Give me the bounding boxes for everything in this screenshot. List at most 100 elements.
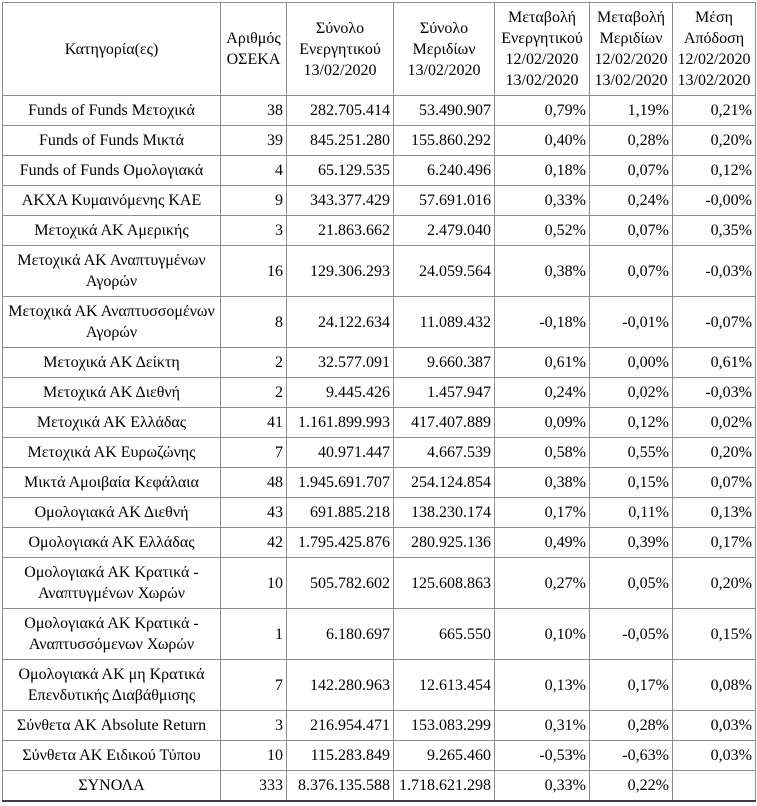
ucits-count-cell: 16	[220, 245, 287, 297]
total-assets-cell: 691.885.218	[286, 497, 394, 528]
shares-change-cell: -0,05%	[589, 608, 673, 660]
total-shares-cell: 53.490.907	[393, 95, 495, 126]
table-row: Μετοχικά ΑΚ Ελλάδας 41 1.161.899.993 417.40…	[2, 407, 756, 438]
category-cell: Ομολογιακά ΑΚ Ελλάδας	[2, 527, 221, 558]
category-cell: Ομολογιακά ΑΚ Κρατικά - Αναπτυγμένων Χωρ…	[2, 557, 221, 609]
total-assets-cell: 21.863.662	[286, 215, 394, 246]
ucits-count-cell: 10	[220, 557, 287, 609]
total-shares-cell: 153.083.299	[393, 710, 495, 741]
assets-change-cell: 0,40%	[494, 125, 590, 156]
category-cell: Μετοχικά ΑΚ Ελλάδας	[2, 407, 221, 438]
average-return-cell: 0,21%	[672, 95, 756, 126]
ucits-count-cell: 2	[220, 377, 287, 408]
table-row: Μικτά Αμοιβαία Κεφάλαια 48 1.945.691.707 25…	[2, 467, 756, 498]
average-return-cell: -0,03%	[672, 245, 756, 297]
shares-change-cell: 0,07%	[589, 215, 673, 246]
average-return-cell: 0,61%	[672, 347, 756, 378]
column-header-total-shares: Σύνολο Μεριδίων 13/02/2020	[393, 2, 495, 96]
assets-change-cell: 0,33%	[494, 770, 590, 802]
shares-change-cell: 0,15%	[589, 467, 673, 498]
total-assets-cell: 142.280.963	[286, 659, 394, 711]
total-shares-cell: 24.059.564	[393, 245, 495, 297]
shares-change-cell: 0,28%	[589, 125, 673, 156]
total-assets-cell: 8.376.135.588	[286, 770, 394, 802]
column-header-assets-change: Μεταβολή Ενεργητικού 12/02/2020 13/02/20…	[494, 2, 590, 96]
ucits-count-cell: 39	[220, 125, 287, 156]
totals-row: ΣΥΝΟΛΑ 333 8.376.135.588 1.718.621.298 0,33%…	[2, 770, 756, 802]
shares-change-cell: 1,19%	[589, 95, 673, 126]
average-return-cell: 0,35%	[672, 215, 756, 246]
total-assets-cell: 24.122.634	[286, 296, 394, 348]
table-row: Μετοχικά ΑΚ Αμερικής 3 21.863.662 2.479.040…	[2, 215, 756, 246]
total-assets-cell: 343.377.429	[286, 185, 394, 216]
assets-change-cell: 0,58%	[494, 437, 590, 468]
table-row: Ομολογιακά ΑΚ Διεθνή 43 691.885.218 138.230…	[2, 497, 756, 528]
table-row: ΑΚΧΑ Κυμαινόμενης ΚΑΕ 9 343.377.429 57.691.…	[2, 185, 756, 216]
shares-change-cell: 0,24%	[589, 185, 673, 216]
shares-change-cell: 0,00%	[589, 347, 673, 378]
ucits-count-cell: 10	[220, 740, 287, 771]
table-row: Μετοχικά ΑΚ Δείκτη 2 32.577.091 9.660.387 0,…	[2, 347, 756, 378]
total-assets-cell: 32.577.091	[286, 347, 394, 378]
table-body: Funds of Funds Μετοχικά 38 282.705.414 53.4…	[2, 95, 756, 802]
category-cell: Μικτά Αμοιβαία Κεφάλαια	[2, 467, 221, 498]
category-cell: Ομολογιακά ΑΚ Διεθνή	[2, 497, 221, 528]
assets-change-cell: 0,61%	[494, 347, 590, 378]
assets-change-cell: 0,49%	[494, 527, 590, 558]
shares-change-cell: -0,01%	[589, 296, 673, 348]
average-return-cell: -0,03%	[672, 377, 756, 408]
total-shares-cell: 4.667.539	[393, 437, 495, 468]
total-shares-cell: 254.124.854	[393, 467, 495, 498]
average-return-cell: 0,20%	[672, 437, 756, 468]
shares-change-cell: 0,02%	[589, 377, 673, 408]
ucits-count-cell: 7	[220, 659, 287, 711]
total-shares-cell: 9.265.460	[393, 740, 495, 771]
average-return-cell: -0,00%	[672, 185, 756, 216]
assets-change-cell: -0,18%	[494, 296, 590, 348]
ucits-count-cell: 7	[220, 437, 287, 468]
total-shares-cell: 11.089.432	[393, 296, 495, 348]
total-assets-cell: 65.129.535	[286, 155, 394, 186]
total-shares-cell: 125.608.863	[393, 557, 495, 609]
column-header-category: Κατηγορία(ες)	[2, 2, 221, 96]
category-cell: Μετοχικά ΑΚ Ευρωζώνης	[2, 437, 221, 468]
ucits-count-cell: 8	[220, 296, 287, 348]
shares-change-cell: 0,05%	[589, 557, 673, 609]
category-cell: Μετοχικά ΑΚ Αναπτυγμένων Αγορών	[2, 245, 221, 297]
average-return-cell: -0,07%	[672, 296, 756, 348]
category-cell: Μετοχικά ΑΚ Διεθνή	[2, 377, 221, 408]
average-return-cell: 0,15%	[672, 608, 756, 660]
average-return-cell: 0,03%	[672, 710, 756, 741]
total-shares-cell: 417.407.889	[393, 407, 495, 438]
category-cell: Ομολογιακά ΑΚ μη Κρατικά Επενδυτικής Δια…	[2, 659, 221, 711]
average-return-cell: 0,02%	[672, 407, 756, 438]
category-cell: Funds of Funds Μετοχικά	[2, 95, 221, 126]
category-cell: Funds of Funds Μικτά	[2, 125, 221, 156]
ucits-count-cell: 1	[220, 608, 287, 660]
assets-change-cell: 0,18%	[494, 155, 590, 186]
total-assets-cell: 216.954.471	[286, 710, 394, 741]
total-shares-cell: 138.230.174	[393, 497, 495, 528]
table-row: Μετοχικά ΑΚ Διεθνή 2 9.445.426 1.457.947 0,2…	[2, 377, 756, 408]
category-cell: Ομολογιακά ΑΚ Κρατικά - Αναπτυσσόμενων Χ…	[2, 608, 221, 660]
total-assets-cell: 9.445.426	[286, 377, 394, 408]
assets-change-cell: 0,38%	[494, 467, 590, 498]
total-assets-cell: 129.306.293	[286, 245, 394, 297]
average-return-cell: 0,20%	[672, 557, 756, 609]
total-assets-cell: 1.161.899.993	[286, 407, 394, 438]
shares-change-cell: 0,28%	[589, 710, 673, 741]
assets-change-cell: 0,09%	[494, 407, 590, 438]
ucits-count-cell: 42	[220, 527, 287, 558]
total-shares-cell: 280.925.136	[393, 527, 495, 558]
category-cell: Funds of Funds Ομολογιακά	[2, 155, 221, 186]
assets-change-cell: 0,24%	[494, 377, 590, 408]
table-row: Funds of Funds Μικτά 39 845.251.280 155.860…	[2, 125, 756, 156]
category-cell: Μετοχικά ΑΚ Αναπτυσσομένων Αγορών	[2, 296, 221, 348]
table-header-row: Κατηγορία(ες) Αριθμός ΟΣΕΚΑ Σύνολο Ενεργ…	[2, 2, 756, 96]
ucits-count-cell: 41	[220, 407, 287, 438]
average-return-cell: 0,08%	[672, 659, 756, 711]
average-return-cell: 0,03%	[672, 740, 756, 771]
total-assets-cell: 1.945.691.707	[286, 467, 394, 498]
total-assets-cell: 1.795.425.876	[286, 527, 394, 558]
